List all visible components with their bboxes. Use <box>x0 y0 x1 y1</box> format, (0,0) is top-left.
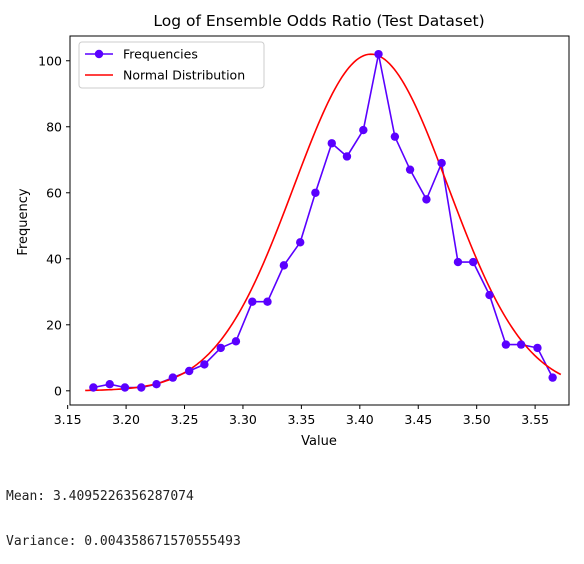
stats-block: Mean: 3.4095226356287074 Variance: 0.004… <box>6 459 241 564</box>
plot-area <box>85 49 562 392</box>
frequency-point <box>468 257 478 267</box>
x-axis-label: Value <box>301 434 337 449</box>
normal-distribution-line <box>85 53 562 392</box>
frequency-point <box>374 49 383 59</box>
frequency-point <box>453 257 463 267</box>
legend-frequencies-label: Frequencies <box>123 47 198 62</box>
frequency-point <box>263 297 272 306</box>
mean-readout: Mean: 3.4095226356287074 <box>6 489 194 504</box>
frequency-point <box>311 188 320 197</box>
axes: 3.15 3.20 3.25 3.30 3.35 3.40 3.45 3.50 3.55 0 20 4… <box>38 35 570 427</box>
x-tick-label: 3.35 <box>287 412 315 427</box>
frequency-point <box>405 165 415 174</box>
frequency-point <box>533 343 542 353</box>
y-tick-label: 0 <box>54 383 62 398</box>
frequency-point <box>279 261 289 270</box>
frequency-point <box>152 380 161 389</box>
y-axis-label: Frequency <box>16 188 31 255</box>
frequency-point <box>485 290 494 300</box>
frequencies-line <box>93 53 554 389</box>
x-tick-label: 3.25 <box>171 412 199 427</box>
frequency-point <box>422 195 431 204</box>
frequency-point <box>184 366 194 376</box>
frequency-point <box>231 337 241 346</box>
frequency-point <box>548 373 557 382</box>
frequency-point <box>120 383 130 392</box>
x-tick-label: 3.20 <box>112 412 140 427</box>
frequency-point <box>200 360 209 369</box>
y-tick-label: 20 <box>46 317 62 332</box>
frequency-point <box>216 343 225 353</box>
x-tick-label: 3.40 <box>346 412 374 427</box>
frequency-point <box>342 152 352 161</box>
y-tick-label: 60 <box>46 185 62 200</box>
frequency-point <box>248 297 257 306</box>
x-tick-label: 3.30 <box>229 412 257 427</box>
chart-title: Log of Ensemble Odds Ratio (Test Dataset… <box>153 12 484 30</box>
variance-readout: Variance: 0.004358671570555493 <box>6 534 241 549</box>
y-tick-label: 100 <box>38 53 62 68</box>
frequency-point <box>89 383 98 392</box>
frequency-point <box>327 139 336 148</box>
chart: Log of Ensemble Odds Ratio (Test Dataset… <box>16 12 570 449</box>
frequency-point <box>359 125 368 135</box>
legend-box <box>78 41 265 89</box>
frequency-point <box>137 383 146 392</box>
x-tick-label: 3.50 <box>463 412 491 427</box>
legend-frequencies-marker <box>94 49 104 59</box>
frequency-point <box>501 340 511 349</box>
x-tick-label: 3.15 <box>54 412 82 427</box>
frequency-point <box>168 373 178 382</box>
x-tick-label: 3.45 <box>404 412 432 427</box>
frequency-point <box>296 238 305 247</box>
plot-frame <box>69 35 570 406</box>
frequency-point <box>105 380 114 389</box>
legend: Frequencies Normal Distribution <box>78 41 265 89</box>
y-tick-label: 80 <box>46 119 62 134</box>
frequency-point <box>516 340 526 349</box>
frequency-point <box>390 132 400 141</box>
frequency-point <box>437 158 446 168</box>
y-tick-label: 40 <box>46 251 62 266</box>
legend-normal-label: Normal Distribution <box>123 68 245 83</box>
x-tick-label: 3.55 <box>521 412 549 427</box>
